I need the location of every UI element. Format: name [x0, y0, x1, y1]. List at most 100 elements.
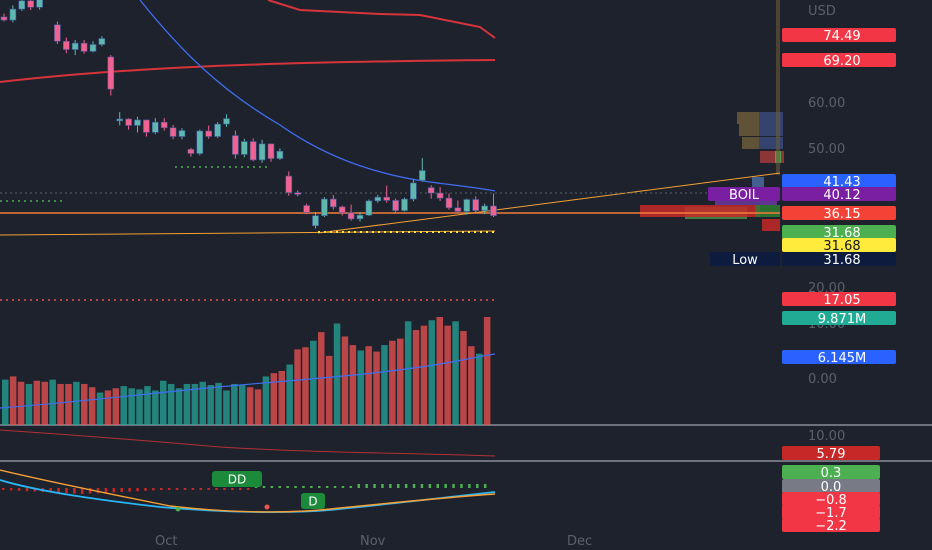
candle-body-42	[374, 196, 382, 202]
osc-hist-7	[57, 488, 60, 493]
candle-body-2	[18, 0, 26, 10]
price-label-badge-5	[782, 225, 896, 239]
candle-body-1	[9, 8, 17, 21]
candle-body-41	[365, 200, 373, 216]
osc-hist-59	[468, 484, 471, 488]
candle-body-9	[80, 42, 88, 52]
volume-bar-7	[57, 383, 64, 425]
osc-hist-46	[365, 484, 368, 488]
volume-bar-26	[207, 385, 214, 425]
volume-bar-43	[341, 336, 349, 425]
price-tick-1: 50.00	[808, 142, 845, 157]
indicator-label-badge-4	[782, 505, 880, 519]
moving-averages	[0, 0, 781, 301]
osc-hist-15	[120, 488, 123, 492]
osc-hist-14	[112, 488, 116, 493]
volume-bar-41	[325, 355, 333, 425]
candle-body-39	[347, 212, 355, 220]
indicator-labels: 5.79 0.30.0−0.8−1.7−2.2	[782, 446, 880, 534]
volume-bar-12	[96, 392, 104, 425]
volume-label-badge-1	[782, 350, 896, 364]
price-label-badge-0	[782, 28, 896, 42]
price-tick-4: 0.00	[808, 372, 837, 387]
osc-signal-orange	[0, 469, 496, 513]
signal-badge-0	[212, 471, 262, 487]
candle-body-15	[134, 119, 141, 126]
indicator-label-badge-0	[782, 446, 880, 460]
candle-body-24	[214, 123, 221, 137]
signal-label-0: DD	[228, 473, 246, 487]
volume-bar-21	[167, 383, 175, 425]
candle-body-51	[454, 207, 462, 212]
candle-body-35	[312, 215, 319, 227]
volume-bar-8	[65, 383, 72, 425]
volume-bar-38	[302, 347, 309, 425]
candle-body-53	[472, 199, 480, 211]
price-label-badge-3	[782, 187, 896, 201]
volume-bar-37	[294, 349, 301, 425]
volume-bar-48	[381, 345, 388, 425]
osc-hist-58	[460, 484, 463, 488]
volume-bar-60	[476, 353, 483, 425]
indicator-label-value-5: −2.2	[815, 519, 847, 534]
candle-body-23	[205, 130, 212, 137]
osc-hist-19	[152, 488, 155, 491]
osc-hist-43	[341, 486, 345, 488]
candle-body-17	[152, 121, 159, 133]
volume-bar-53	[420, 325, 428, 425]
volume-label-value-1: 6.145M	[818, 351, 866, 366]
base-line	[0, 230, 496, 236]
osc-hist-28	[223, 488, 226, 490]
osc-hist-12	[96, 488, 100, 494]
osc-hist-24	[191, 488, 195, 490]
candle-body-28	[249, 141, 257, 161]
volume-bar-47	[373, 351, 380, 425]
signal-badge-1	[301, 493, 325, 509]
osc-dot-green	[175, 506, 181, 512]
osc-hist-23	[183, 488, 187, 490]
candle-body-26	[232, 135, 239, 155]
candle-body-27	[241, 141, 248, 155]
price-label-badge-8	[782, 292, 896, 306]
osc-hist-52	[412, 484, 416, 488]
oscillator-pane: DDD	[0, 429, 496, 514]
upper-band-line	[267, 0, 496, 39]
volume-profile-strip	[776, 0, 780, 175]
volume-bar-14	[112, 388, 120, 425]
volume-profile-row-11	[640, 205, 760, 217]
volume-bar-22	[175, 388, 183, 425]
volume-bar-42	[333, 323, 341, 425]
candle-body-33	[294, 192, 302, 195]
candle-body-14	[125, 118, 132, 126]
candle-body-34	[303, 205, 310, 213]
indicator-label-value-2: 0.0	[821, 480, 842, 495]
price-label-value-5: 31.68	[823, 226, 860, 241]
osc-hist-3	[25, 488, 29, 492]
price-label-badge-1	[782, 53, 896, 67]
osc-hist-11	[88, 488, 92, 494]
candle-body-6	[54, 24, 61, 42]
candle-body-55	[490, 205, 497, 216]
candle-body-20	[178, 130, 186, 137]
price-label-badge-7	[782, 252, 896, 266]
volume-bar-18	[144, 386, 151, 425]
osc-hist-16	[128, 488, 131, 492]
osc-hist-17	[136, 488, 139, 492]
price-label-value-0: 74.49	[823, 29, 860, 44]
candle-body-16	[143, 119, 150, 133]
indicator-label-badge-3	[782, 492, 880, 506]
candle-body-0	[0, 16, 8, 21]
candle-body-50	[445, 197, 453, 209]
osc-hist-38	[302, 486, 305, 488]
price-tag-badge-3	[708, 187, 780, 201]
volume-bar-59	[468, 346, 475, 425]
volume-bar-32	[254, 389, 262, 425]
candle-body-52	[463, 199, 471, 212]
volume-bar-5	[41, 381, 48, 425]
osc-hist-1	[9, 488, 13, 491]
price-label-badge-6	[782, 238, 896, 252]
osc-hist-39	[310, 486, 313, 488]
osc-hist-2	[17, 488, 21, 491]
price-labels: 74.4969.2041.4340.12BOIL36.1531.6831.683…	[708, 28, 896, 308]
